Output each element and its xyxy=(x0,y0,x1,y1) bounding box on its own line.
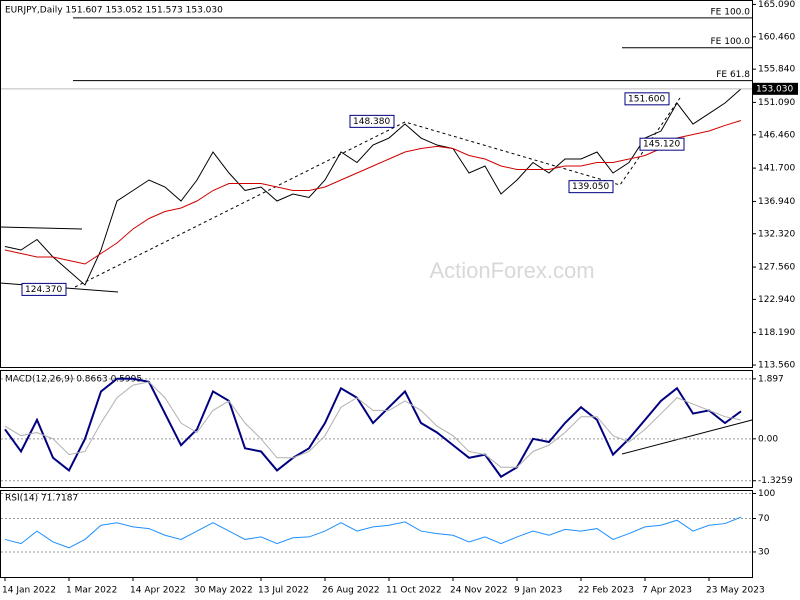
annotation-label: 139.050 xyxy=(572,182,609,192)
annotation-box xyxy=(21,282,67,296)
x-tick-label: 7 Apr 2023 xyxy=(642,586,692,596)
x-tick-label: 13 Jul 2022 xyxy=(258,586,309,596)
y-tick-label: 70 xyxy=(758,514,770,524)
series-line xyxy=(4,88,742,286)
series-line xyxy=(4,120,742,265)
x-tick-label: 23 May 2023 xyxy=(706,586,765,596)
y-tick-label: 122.940 xyxy=(758,295,795,305)
fib-label: FE 100.0 xyxy=(711,37,751,47)
watermark: ActionForex.com xyxy=(429,258,594,283)
frames xyxy=(0,0,753,578)
x-tick-label: 30 May 2022 xyxy=(194,586,253,596)
y-tick-label: 113.560 xyxy=(758,361,795,371)
x-tick-label: 1 Mar 2022 xyxy=(66,586,117,596)
x-tick-label: 24 Nov 2022 xyxy=(450,586,508,596)
x-tick-label: 14 Jan 2022 xyxy=(2,586,56,596)
x-tick-label: 9 Jan 2023 xyxy=(514,586,562,596)
trend-line xyxy=(621,419,753,455)
y-tick-label: 118.190 xyxy=(758,328,795,338)
annotation-box xyxy=(624,92,670,106)
x-tick-label: 22 Feb 2023 xyxy=(578,586,634,596)
rsi-frame xyxy=(0,490,753,578)
y-tick-label: 1.897 xyxy=(758,374,784,384)
y-tick-label: 155.840 xyxy=(758,65,795,75)
x-tick-label: 26 Aug 2022 xyxy=(322,586,380,596)
y-tick-label: 30 xyxy=(758,547,770,557)
macd-title: MACD(12,26,9) 0.8663 0.5995 xyxy=(5,375,142,385)
y-tick-label: 146.460 xyxy=(758,130,795,140)
series-line xyxy=(4,381,742,468)
y-tick-label: 132.320 xyxy=(758,229,795,239)
price-frame xyxy=(0,0,753,368)
channel-line xyxy=(0,226,83,230)
fib-label: FE 61.8 xyxy=(716,70,750,80)
annotation-box xyxy=(568,180,614,194)
x-tick-label: 11 Oct 2022 xyxy=(386,586,442,596)
y-tick-label: 151.090 xyxy=(758,98,795,108)
y-tick-label: 165.090 xyxy=(758,0,795,10)
y-tick-label: 100 xyxy=(758,489,775,499)
fib-label: FE 100.0 xyxy=(711,7,751,17)
last-price-box xyxy=(752,82,798,95)
annotation-label: 151.600 xyxy=(628,94,665,104)
annotation-label: 124.370 xyxy=(25,285,62,295)
y-tick-label: 127.560 xyxy=(758,263,795,273)
x-tick-label: 14 Apr 2022 xyxy=(130,586,186,596)
y-tick-label: 160.460 xyxy=(758,32,795,42)
wave-line xyxy=(74,97,681,288)
annotation-label: 148.380 xyxy=(353,117,390,127)
annotation-box xyxy=(639,137,685,151)
macd-frame xyxy=(0,370,753,488)
annotation-label: 145.120 xyxy=(643,140,680,150)
last-price-label: 153.030 xyxy=(756,84,793,94)
y-tick-label: 136.940 xyxy=(758,197,795,207)
y-tick-label: -1.3259 xyxy=(758,476,793,486)
series-line xyxy=(4,516,742,549)
price-title: EURJPY,Daily 151.607 153.052 151.573 153… xyxy=(5,6,223,16)
y-tick-label: 141.700 xyxy=(758,164,795,174)
series-line xyxy=(4,377,742,479)
y-tick-label: 0.00 xyxy=(758,434,778,444)
annotation-box xyxy=(349,114,395,128)
rsi-title: RSI(14) 71.7187 xyxy=(5,494,78,504)
